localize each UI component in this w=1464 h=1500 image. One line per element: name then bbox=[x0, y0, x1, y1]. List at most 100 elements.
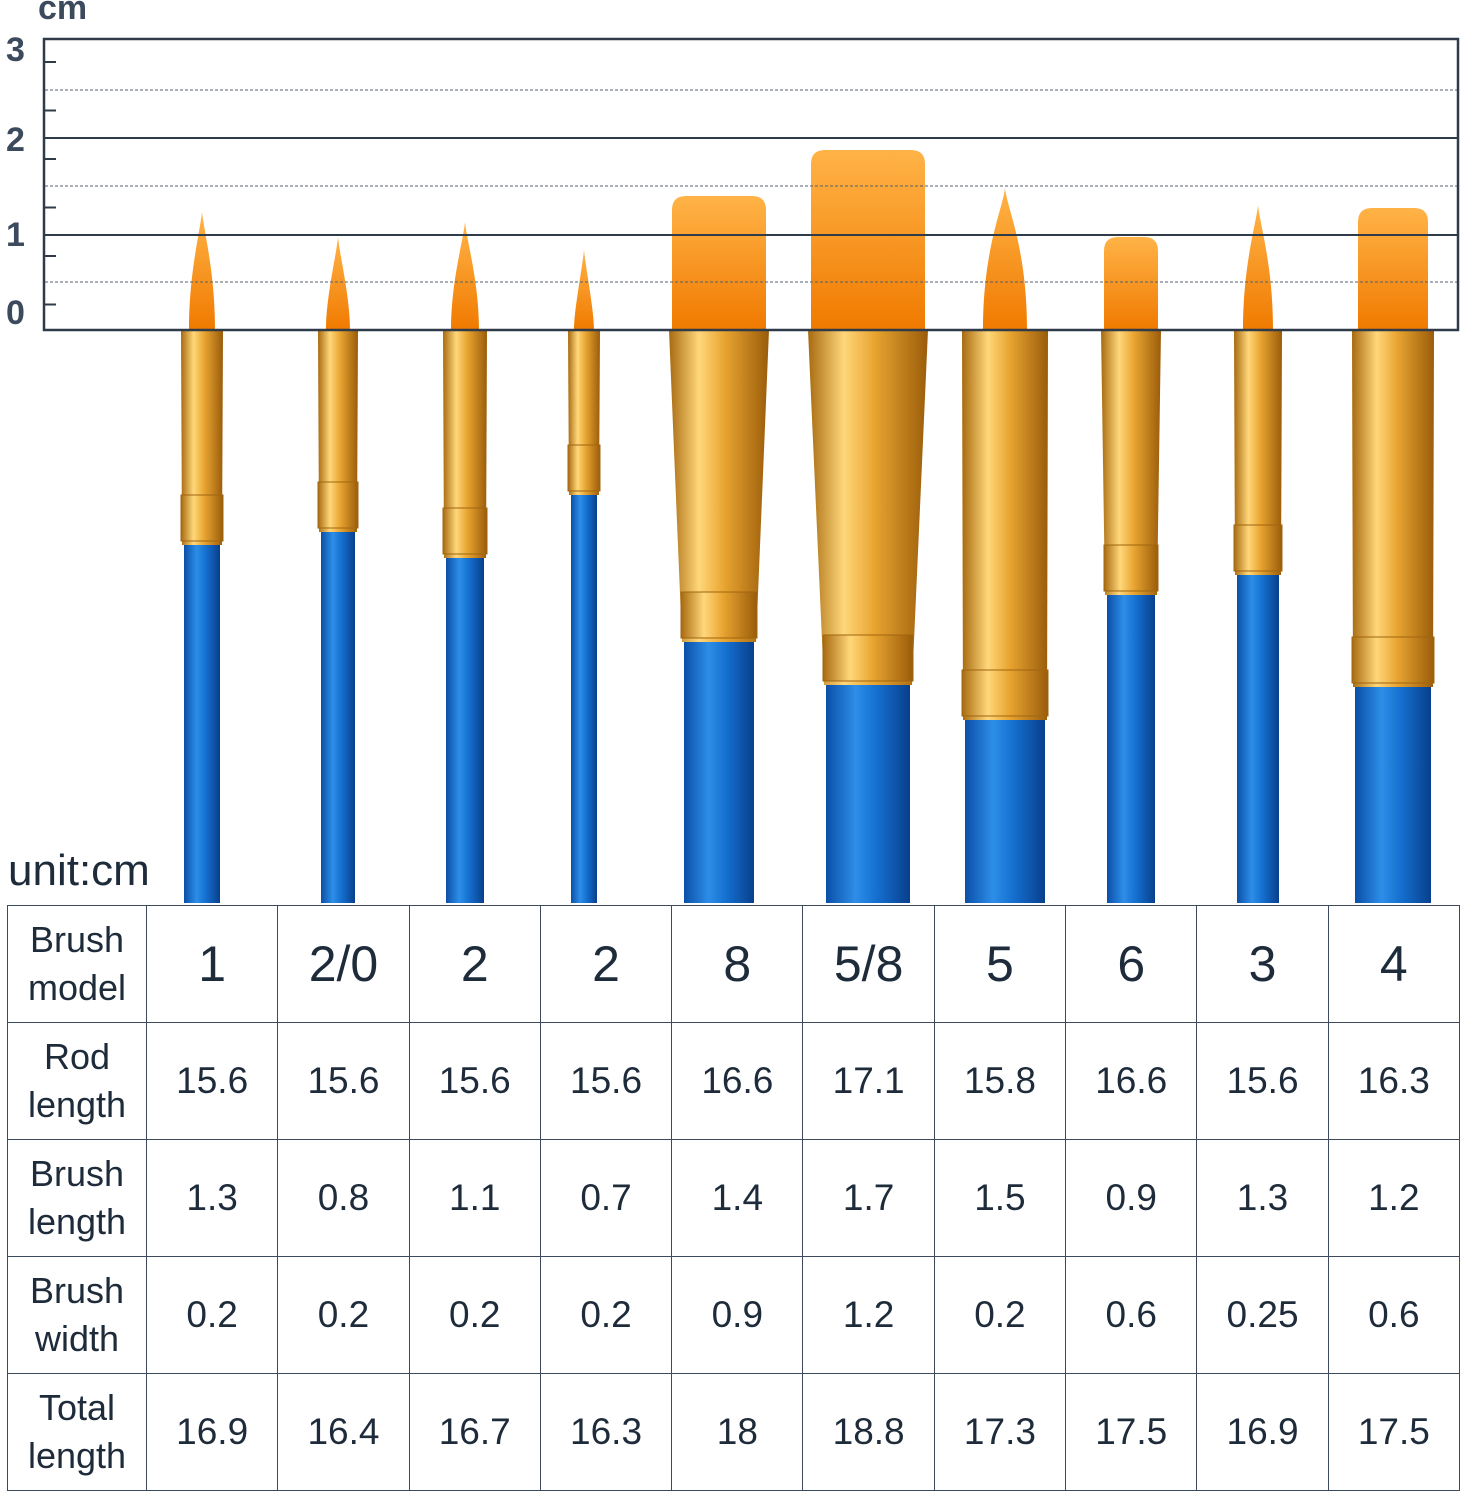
ferrule bbox=[808, 330, 928, 685]
ferrule bbox=[181, 330, 223, 545]
cell: 15.6 bbox=[1196, 1022, 1329, 1140]
ruler-label: 1 bbox=[6, 216, 25, 254]
handle bbox=[1237, 575, 1279, 903]
brush-illustration: cm 3 2 1 0 bbox=[6, 0, 1460, 903]
ferrule bbox=[443, 330, 487, 558]
ruler-unit: cm bbox=[38, 0, 87, 27]
cell: 0.9 bbox=[671, 1256, 804, 1374]
cell: 17.5 bbox=[1065, 1373, 1198, 1491]
handle bbox=[1355, 687, 1431, 903]
ferrule-crimp bbox=[680, 591, 758, 639]
bristles bbox=[451, 222, 479, 330]
cell: 16.7 bbox=[408, 1373, 541, 1491]
cell: 2 bbox=[408, 905, 541, 1023]
bristles bbox=[326, 237, 350, 330]
bristles bbox=[672, 196, 766, 330]
cell: 2/0 bbox=[277, 905, 410, 1023]
brush bbox=[669, 196, 769, 903]
cell: 17.1 bbox=[802, 1022, 935, 1140]
ferrule bbox=[1101, 330, 1161, 595]
cell: 1.5 bbox=[933, 1139, 1067, 1257]
cell: 4 bbox=[1327, 905, 1461, 1023]
spec-table: Brush model 1 2/0 2 2 8 5/8 5 6 3 4 Rod length 15.6 1… bbox=[7, 905, 1461, 1491]
ruler-label: 2 bbox=[6, 121, 25, 159]
handle bbox=[446, 558, 484, 903]
cell: 15.6 bbox=[145, 1022, 279, 1140]
ferrule-crimp bbox=[1233, 524, 1283, 572]
cell: 5/8 bbox=[802, 905, 935, 1023]
ruler-label: 0 bbox=[6, 294, 25, 332]
cell: 15.8 bbox=[933, 1022, 1067, 1140]
cell: 15.6 bbox=[408, 1022, 541, 1140]
cell: 0.8 bbox=[277, 1139, 410, 1257]
row-header: Brush model bbox=[7, 905, 147, 1023]
ferrule bbox=[1234, 330, 1282, 575]
brush bbox=[180, 212, 224, 903]
table-row: Brush model 1 2/0 2 2 8 5/8 5 6 3 4 bbox=[7, 905, 1461, 1023]
bristles bbox=[1358, 208, 1428, 330]
cell: 0.6 bbox=[1327, 1256, 1461, 1374]
ferrule bbox=[1352, 330, 1434, 687]
cell: 0.2 bbox=[539, 1256, 673, 1374]
ferrule-crimp bbox=[180, 494, 224, 542]
ferrule-crimp bbox=[317, 481, 359, 529]
brush bbox=[1233, 205, 1283, 903]
cell: 16.6 bbox=[671, 1022, 804, 1140]
ferrule-crimp bbox=[822, 634, 914, 682]
cell: 16.6 bbox=[1065, 1022, 1198, 1140]
ferrule-crimp bbox=[567, 444, 601, 492]
cell: 17.3 bbox=[933, 1373, 1067, 1491]
cell: 1.2 bbox=[1327, 1139, 1461, 1257]
bristles bbox=[1104, 237, 1158, 330]
brush bbox=[567, 250, 601, 903]
cell: 16.3 bbox=[539, 1373, 673, 1491]
cell: 1 bbox=[145, 905, 279, 1023]
handle bbox=[965, 720, 1045, 903]
brush bbox=[1101, 237, 1161, 903]
handle bbox=[1107, 595, 1155, 903]
handle bbox=[184, 545, 220, 903]
table-row: Rod length 15.6 15.6 15.6 15.6 16.6 17.1 15.8 16… bbox=[7, 1022, 1461, 1140]
ferrule-crimp bbox=[961, 669, 1049, 717]
cell: 2 bbox=[539, 905, 673, 1023]
ruler-label: 3 bbox=[6, 31, 25, 69]
cell: 1.3 bbox=[145, 1139, 279, 1257]
cell: 1.4 bbox=[671, 1139, 804, 1257]
cell: 18 bbox=[671, 1373, 804, 1491]
cell: 15.6 bbox=[277, 1022, 410, 1140]
ruler-lines bbox=[42, 37, 1460, 332]
cell: 0.25 bbox=[1196, 1256, 1329, 1374]
bristles bbox=[574, 250, 594, 330]
cell: 0.7 bbox=[539, 1139, 673, 1257]
ruler-frame bbox=[42, 37, 1460, 332]
ferrule bbox=[962, 330, 1048, 720]
cell: 0.2 bbox=[933, 1256, 1067, 1374]
brush bbox=[961, 188, 1049, 903]
cell: 16.9 bbox=[145, 1373, 279, 1491]
row-header: Brush width bbox=[7, 1256, 147, 1374]
brushes bbox=[180, 150, 1435, 903]
ferrule-crimp bbox=[1351, 636, 1435, 684]
row-header: Rod length bbox=[7, 1022, 147, 1140]
cell: 0.2 bbox=[408, 1256, 541, 1374]
brush bbox=[442, 222, 488, 903]
table-row: Brush width 0.2 0.2 0.2 0.2 0.9 1.2 0.2 0.6 0.25 0… bbox=[7, 1256, 1461, 1374]
brush bbox=[1351, 208, 1435, 903]
cell: 16.4 bbox=[277, 1373, 410, 1491]
ferrule-crimp bbox=[1103, 544, 1159, 592]
cell: 0.6 bbox=[1065, 1256, 1198, 1374]
table-row: Brush length 1.3 0.8 1.1 0.7 1.4 1.7 1.5 0.9 1.3 1… bbox=[7, 1139, 1461, 1257]
ruler: cm 3 2 1 0 bbox=[6, 0, 87, 332]
cell: 8 bbox=[671, 905, 804, 1023]
bristles bbox=[189, 212, 215, 330]
cell: 3 bbox=[1196, 905, 1329, 1023]
cell: 6 bbox=[1065, 905, 1198, 1023]
unit-note: unit:cm bbox=[8, 846, 150, 895]
brush bbox=[317, 237, 359, 903]
handle bbox=[826, 685, 910, 903]
ferrule-crimp bbox=[442, 507, 488, 555]
row-header: Total length bbox=[7, 1373, 147, 1491]
cell: 0.9 bbox=[1065, 1139, 1198, 1257]
bristles bbox=[983, 188, 1027, 330]
